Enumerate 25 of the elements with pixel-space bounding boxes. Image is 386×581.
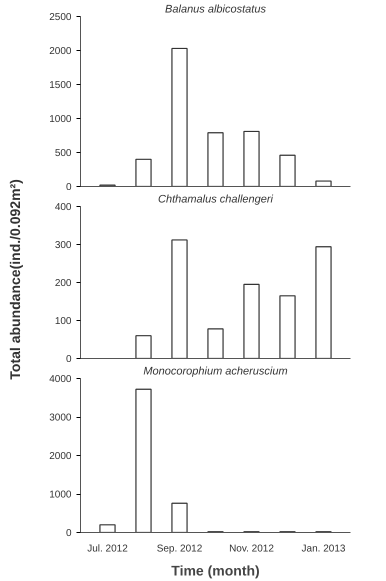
x-tick-label: Jul. 2012 bbox=[87, 544, 128, 554]
y-tick-label: 1500 bbox=[49, 80, 72, 91]
y-tick-label: 3000 bbox=[49, 412, 72, 424]
y-tick-label: 0 bbox=[66, 182, 72, 193]
y-tick-label: 2500 bbox=[49, 12, 72, 23]
y-tick-label: 0 bbox=[66, 354, 72, 365]
y-tick-label: 2000 bbox=[49, 451, 72, 462]
y-tick-label: 400 bbox=[54, 202, 72, 213]
y-tick-label: 200 bbox=[54, 278, 72, 289]
chart-title: Chthamalus challengeri bbox=[158, 194, 274, 206]
y-tick-label: 100 bbox=[54, 316, 72, 327]
x-axis-title: Time (month) bbox=[171, 562, 260, 578]
y-axis-title: Total abundance(ind./0.092m²) bbox=[6, 179, 23, 380]
chart-title: Monocorophium acheruscium bbox=[143, 366, 288, 378]
y-tick-label: 4000 bbox=[49, 374, 72, 385]
y-tick-label: 500 bbox=[54, 148, 72, 159]
y-tick-label: 0 bbox=[66, 528, 72, 539]
y-tick-label: 1000 bbox=[49, 114, 72, 125]
y-tick-label: 300 bbox=[54, 240, 72, 251]
x-tick-label: Nov. 2012 bbox=[229, 544, 274, 554]
chart-title: Balanus albicostatus bbox=[165, 4, 266, 16]
y-tick-label: 2000 bbox=[49, 46, 72, 57]
x-tick-label: Sep. 2012 bbox=[156, 544, 203, 554]
y-tick-label: 1000 bbox=[49, 490, 72, 500]
x-tick-label: Jan. 2013 bbox=[302, 544, 346, 554]
